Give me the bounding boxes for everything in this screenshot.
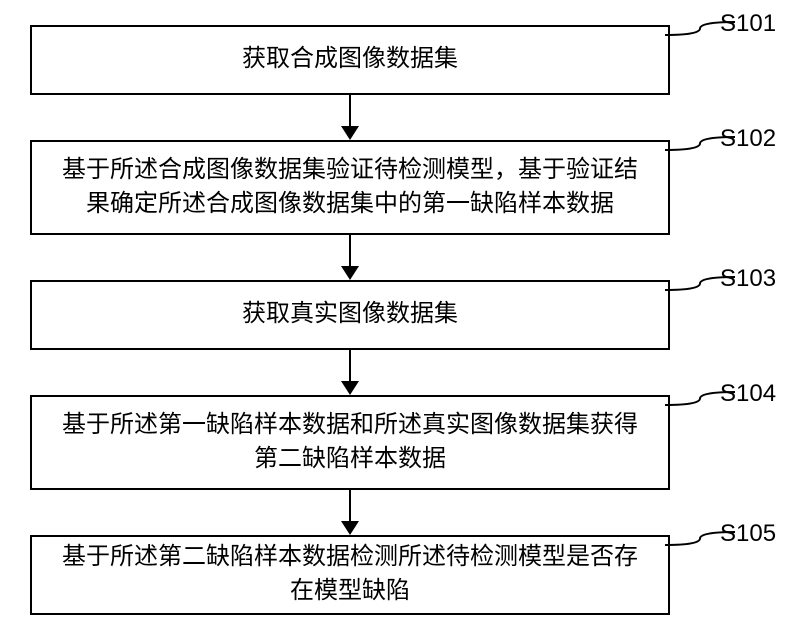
leader-line-s102	[663, 135, 737, 152]
step-text: 基于所述第二缺陷样本数据检测所述待检测模型是否存在模型缺陷	[52, 541, 648, 608]
leader-line-s104	[663, 390, 737, 407]
arrow-head-s102-s103	[341, 266, 359, 280]
step-text: 获取真实图像数据集	[242, 298, 458, 332]
step-box-s101: 获取合成图像数据集	[30, 25, 670, 95]
arrow-line-s102-s103	[349, 235, 352, 266]
arrow-head-s104-s105	[341, 521, 359, 535]
step-text: 基于所述第一缺陷样本数据和所述真实图像数据集获得第二缺陷样本数据	[52, 409, 648, 476]
arrow-line-s101-s102	[349, 95, 352, 126]
leader-line-s101	[663, 20, 737, 37]
arrow-head-s101-s102	[341, 126, 359, 140]
step-box-s102: 基于所述合成图像数据集验证待检测模型，基于验证结果确定所述合成图像数据集中的第一…	[30, 140, 670, 235]
step-text: 基于所述合成图像数据集验证待检测模型，基于验证结果确定所述合成图像数据集中的第一…	[52, 154, 648, 221]
flowchart-canvas: 获取合成图像数据集S101基于所述合成图像数据集验证待检测模型，基于验证结果确定…	[0, 0, 798, 623]
step-box-s104: 基于所述第一缺陷样本数据和所述真实图像数据集获得第二缺陷样本数据	[30, 395, 670, 490]
leader-line-s105	[663, 530, 737, 547]
arrow-head-s103-s104	[341, 381, 359, 395]
arrow-line-s103-s104	[349, 350, 352, 381]
step-text: 获取合成图像数据集	[242, 43, 458, 77]
arrow-line-s104-s105	[349, 490, 352, 521]
step-box-s105: 基于所述第二缺陷样本数据检测所述待检测模型是否存在模型缺陷	[30, 535, 670, 615]
step-box-s103: 获取真实图像数据集	[30, 280, 670, 350]
leader-line-s103	[663, 275, 737, 292]
